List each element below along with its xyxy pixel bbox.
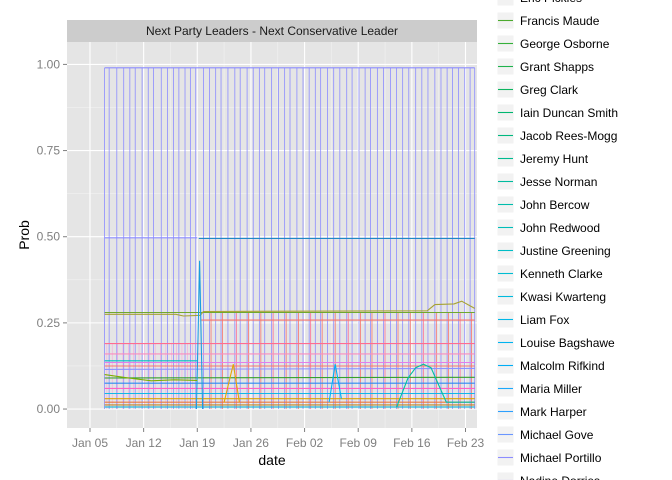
x-tick-label: Jan 12 <box>126 436 162 450</box>
legend-label: Maria Miller <box>520 382 582 396</box>
strip-background <box>67 20 477 42</box>
x-tick-label: Feb 16 <box>393 436 431 450</box>
legend: Eric Pickles Francis Maude George Osborne G… <box>496 0 618 480</box>
x-tick-label: Jan 26 <box>233 436 269 450</box>
x-axis-title: date <box>258 452 285 468</box>
y-tick-label: 1.00 <box>37 57 61 71</box>
legend-label: Justine Greening <box>520 244 611 258</box>
series-line <box>328 364 342 403</box>
x-tick-label: Feb 09 <box>340 436 378 450</box>
series-line <box>395 363 475 408</box>
x-tick-label: Feb 23 <box>447 436 485 450</box>
legend-label: John Bercow <box>520 198 590 212</box>
chart-title: Next Party Leaders - Next Conservative L… <box>146 24 398 38</box>
series-lines <box>104 67 475 410</box>
legend-key <box>496 471 515 480</box>
x-tick-label: Jan 19 <box>179 436 215 450</box>
y-tick-label: 0.00 <box>37 402 61 416</box>
legend-label: Liam Fox <box>520 313 569 327</box>
x-axis: Jan 05 Jan 12 Jan 19 Jan 26 Feb 02 Feb 09 Feb … <box>72 428 485 450</box>
legend-label: Nadine Dorries <box>520 474 600 480</box>
legend-label: George Osborne <box>520 37 610 51</box>
x-tick-label: Feb 02 <box>286 436 324 450</box>
x-tick-label: Jan 05 <box>72 436 108 450</box>
legend-label: Iain Duncan Smith <box>520 106 618 120</box>
y-axis: 0.00 0.25 0.50 0.75 1.00 <box>37 57 67 416</box>
legend-label: Mark Harper <box>520 405 587 419</box>
legend-label: Greg Clark <box>520 83 579 97</box>
y-tick-label: 0.25 <box>37 316 61 330</box>
series-line <box>195 260 204 410</box>
legend-label: Jeremy Hunt <box>520 152 589 166</box>
legend-key <box>496 0 515 7</box>
y-tick-label: 0.50 <box>37 230 61 244</box>
series-line <box>104 300 475 317</box>
legend-label: John Redwood <box>520 221 600 235</box>
series-line <box>104 367 475 370</box>
legend-label: Malcolm Rifkind <box>520 359 605 373</box>
legend-label: Michael Gove <box>520 428 594 442</box>
legend-label: Francis Maude <box>520 14 600 28</box>
series-line <box>223 364 240 403</box>
legend-label: Louise Bagshawe <box>520 336 615 350</box>
y-axis-title: Prob <box>16 220 32 250</box>
legend-label: Kwasi Kwarteng <box>520 290 606 304</box>
series-line <box>104 374 198 382</box>
y-tick-label: 0.75 <box>37 144 61 158</box>
legend-label: Eric Pickles <box>520 0 582 5</box>
legend-label: Jesse Norman <box>520 175 597 189</box>
series-line <box>104 376 475 379</box>
legend-label: Jacob Rees-Mogg <box>520 129 617 143</box>
legend-label: Kenneth Clarke <box>520 267 603 281</box>
legend-label: Grant Shapps <box>520 60 594 74</box>
legend-label: Michael Portillo <box>520 451 602 465</box>
